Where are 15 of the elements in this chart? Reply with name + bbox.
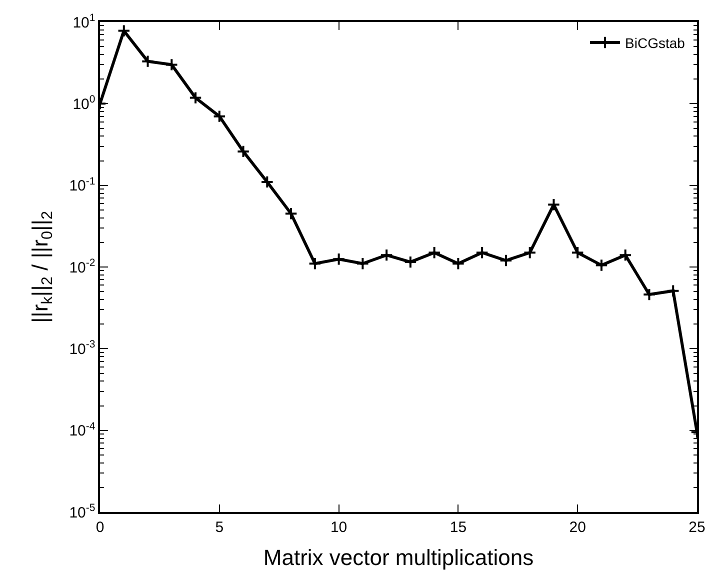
y-tick-label: 10$^{0}$ <box>72 94 96 113</box>
y-tick-label: 10$^{-3}$ <box>69 338 96 358</box>
x-tick-label: 25 <box>688 518 706 536</box>
x-tick-label: 0 <box>96 518 104 536</box>
y-tick-label: 10$^{-5}$ <box>69 502 96 522</box>
x-tick-label: 20 <box>569 518 586 536</box>
x-tick-label: 10 <box>330 518 348 536</box>
y-tick-label: 10$^{-4}$ <box>69 420 96 440</box>
legend-label: BiCGstab <box>625 34 686 51</box>
y-tick-label: 10$^{1}$ <box>72 12 96 32</box>
x-axis-title: Matrix vector multiplications <box>263 545 534 570</box>
y-tick-label: 10$^{-1}$ <box>69 175 96 195</box>
x-tick-label: 5 <box>215 518 224 536</box>
x-tick-label: 15 <box>450 518 467 536</box>
y-tick-label: 10$^{-2}$ <box>69 256 96 276</box>
